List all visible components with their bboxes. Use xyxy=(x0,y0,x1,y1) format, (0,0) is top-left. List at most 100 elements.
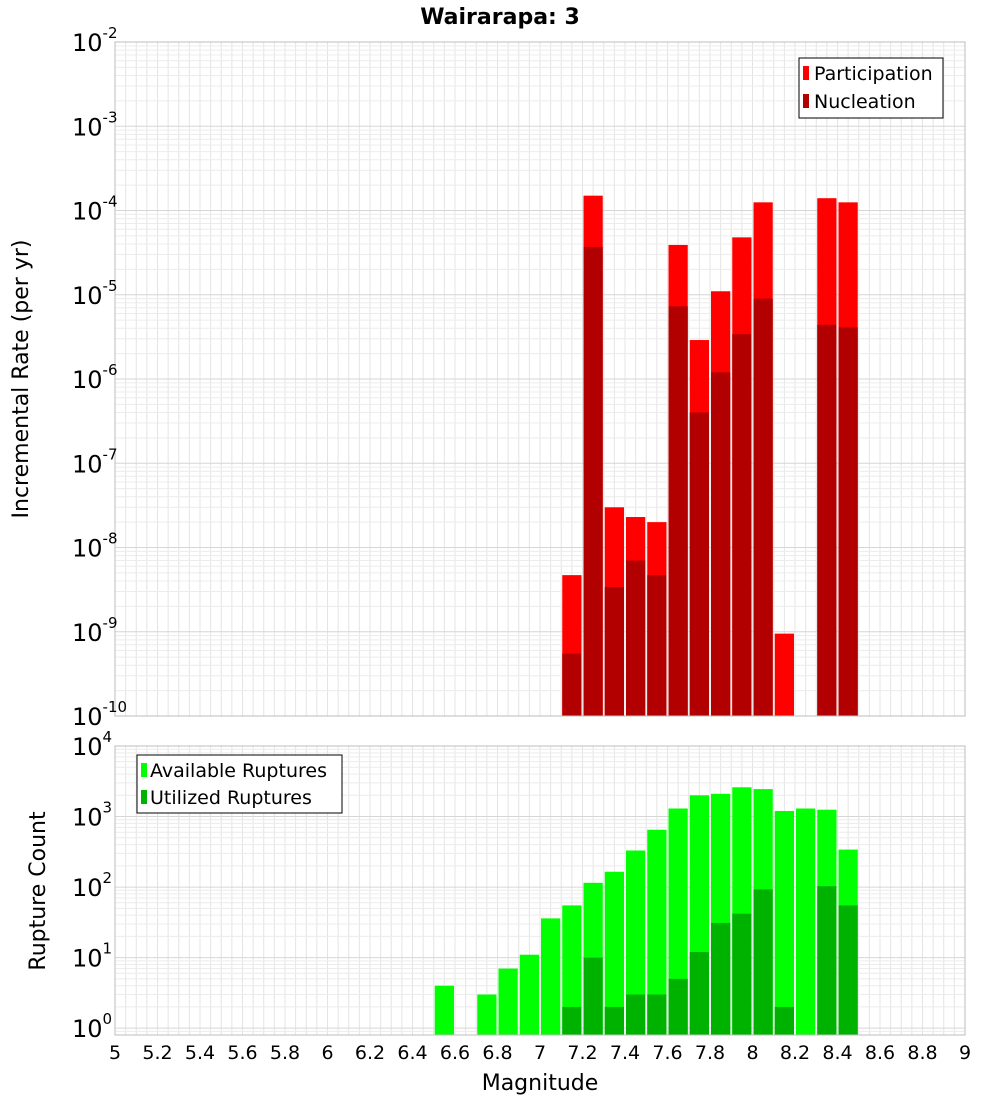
bar-nucleation-8-05 xyxy=(753,298,773,716)
legend-label-participation: Participation xyxy=(814,63,933,85)
legend-label-utilized-ruptures: Utilized Ruptures xyxy=(150,787,312,809)
bar-utilized-ruptures-8-45 xyxy=(838,905,858,1035)
bar-nucleation-7-25 xyxy=(583,246,603,716)
top-y-tick-label: 10-10 xyxy=(72,698,127,731)
x-tick-label: 9 xyxy=(959,1042,971,1064)
chart-title: Wairarapa: 3 xyxy=(420,5,580,30)
bar-available-ruptures-7-35 xyxy=(604,871,624,1035)
x-tick-label: 6 xyxy=(321,1042,333,1064)
bottom-legend-box xyxy=(136,754,343,814)
x-tick-label: 8.2 xyxy=(780,1042,810,1064)
x-tick-labels: 5 5.2 5.4 5.6 5.8 6 6.2 6.4 6.6 6.8 7 7.2 7.4 7.6 7.8 8… xyxy=(109,1042,971,1064)
bar-available-ruptures-6-75 xyxy=(477,994,497,1035)
top-plot-panel: 10-10 10-9 10-8 10-7 10-6 10-5 10-4 10-3 10-2 In… xyxy=(9,24,966,731)
bar-utilized-ruptures-7-35 xyxy=(604,1006,624,1035)
x-tick-label: 7.6 xyxy=(652,1042,682,1064)
legend-swatch-utilized-ruptures xyxy=(141,790,147,804)
bar-available-ruptures-8-25 xyxy=(796,808,816,1035)
x-tick-label: 5.4 xyxy=(185,1042,215,1064)
bar-nucleation-7-65 xyxy=(668,306,688,716)
bottom-y-tick-label: 100 xyxy=(72,1010,112,1043)
bar-utilized-ruptures-8-35 xyxy=(817,886,837,1035)
legend-swatch-participation xyxy=(803,66,809,80)
bottom-y-tick-label: 102 xyxy=(72,869,112,902)
top-y-tick-label: 10-7 xyxy=(72,445,118,478)
legend-swatch-nucleation xyxy=(803,94,809,108)
x-tick-label: 7 xyxy=(534,1042,546,1064)
bar-nucleation-7-35 xyxy=(604,586,624,716)
bar-available-ruptures-7-55 xyxy=(647,829,667,1035)
top-y-tick-label: 10-4 xyxy=(72,193,118,226)
bottom-bars xyxy=(434,787,858,1035)
top-y-tick-label: 10-2 xyxy=(72,24,118,57)
bar-nucleation-8-45 xyxy=(838,327,858,716)
bar-available-ruptures-7-15 xyxy=(562,905,582,1035)
x-tick-label: 5.2 xyxy=(142,1042,172,1064)
bar-utilized-ruptures-7-25 xyxy=(583,957,603,1035)
bottom-y-axis-label: Rupture Count xyxy=(26,811,51,971)
bottom-plot-panel: 100 101 102 103 104 5 5.2 5.4 5.6 5.8 6 6.2 6.4 6.6 6… xyxy=(26,728,971,1096)
x-tick-label: 8.6 xyxy=(865,1042,895,1064)
bottom-y-tick-label: 103 xyxy=(72,799,112,832)
x-tick-label: 5.8 xyxy=(270,1042,300,1064)
x-axis-label: Magnitude xyxy=(482,1071,599,1096)
bar-available-ruptures-8-15 xyxy=(774,810,794,1035)
legend-swatch-available-ruptures xyxy=(141,763,147,777)
bar-available-ruptures-6-85 xyxy=(498,968,518,1035)
top-y-tick-label: 10-3 xyxy=(72,108,118,141)
bottom-y-tick-label: 104 xyxy=(72,728,112,761)
bar-available-ruptures-7-05 xyxy=(541,918,561,1035)
bar-utilized-ruptures-7-45 xyxy=(626,994,646,1035)
bar-participation-8-15 xyxy=(774,633,794,716)
top-legend-box xyxy=(798,57,944,119)
bar-utilized-ruptures-7-65 xyxy=(668,978,688,1035)
bar-nucleation-7-15 xyxy=(562,653,582,716)
top-y-tick-labels: 10-10 10-9 10-8 10-7 10-6 10-5 10-4 10-3 10-2 xyxy=(72,24,127,731)
bar-utilized-ruptures-7-85 xyxy=(711,922,731,1035)
bar-utilized-ruptures-8-05 xyxy=(753,889,773,1035)
x-tick-label: 8 xyxy=(746,1042,758,1064)
top-bars xyxy=(562,195,858,717)
bottom-y-tick-labels: 100 101 102 103 104 xyxy=(72,728,112,1043)
x-tick-label: 6.6 xyxy=(440,1042,470,1064)
bottom-legend: Available Ruptures Utilized Ruptures xyxy=(136,754,343,814)
bar-nucleation-7-45 xyxy=(626,560,646,716)
top-y-axis-label: Incremental Rate (per yr) xyxy=(9,240,34,519)
bar-utilized-ruptures-7-75 xyxy=(689,952,709,1035)
bar-utilized-ruptures-7-55 xyxy=(647,994,667,1035)
bar-utilized-ruptures-7-95 xyxy=(732,913,752,1035)
top-y-tick-label: 10-6 xyxy=(72,361,118,394)
bar-utilized-ruptures-7-15 xyxy=(562,1006,582,1035)
bar-available-ruptures-7-45 xyxy=(626,850,646,1035)
bottom-y-tick-label: 101 xyxy=(72,940,112,973)
top-legend: Participation Nucleation xyxy=(798,57,944,119)
legend-label-nucleation: Nucleation xyxy=(814,91,916,113)
x-tick-label: 6.8 xyxy=(482,1042,512,1064)
bar-nucleation-8-35 xyxy=(817,324,837,716)
x-tick-label: 5 xyxy=(109,1042,121,1064)
x-tick-label: 7.2 xyxy=(567,1042,597,1064)
bar-nucleation-7-85 xyxy=(711,372,731,716)
bar-available-ruptures-6-55 xyxy=(434,985,454,1035)
x-tick-label: 7.4 xyxy=(610,1042,640,1064)
bar-available-ruptures-7-65 xyxy=(668,808,688,1035)
top-y-tick-label: 10-5 xyxy=(72,277,118,310)
bar-nucleation-7-55 xyxy=(647,575,667,716)
bar-nucleation-7-75 xyxy=(689,412,709,716)
top-gridlines xyxy=(114,41,966,717)
bar-available-ruptures-6-95 xyxy=(519,954,539,1035)
x-tick-label: 6.4 xyxy=(397,1042,427,1064)
x-tick-label: 8.4 xyxy=(822,1042,852,1064)
x-tick-label: 7.8 xyxy=(695,1042,725,1064)
bar-utilized-ruptures-8-15 xyxy=(774,1006,794,1035)
top-y-tick-label: 10-9 xyxy=(72,614,118,647)
x-tick-label: 8.8 xyxy=(907,1042,937,1064)
legend-label-available-ruptures: Available Ruptures xyxy=(150,760,327,782)
x-tick-label: 6.2 xyxy=(355,1042,385,1064)
top-y-tick-label: 10-8 xyxy=(72,530,118,563)
bar-nucleation-7-95 xyxy=(732,334,752,716)
top-plot-border xyxy=(114,41,966,717)
x-tick-label: 5.6 xyxy=(227,1042,257,1064)
